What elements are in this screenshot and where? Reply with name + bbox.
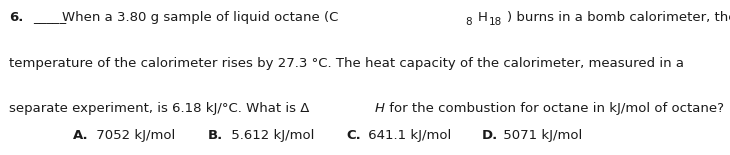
Text: for the combustion for octane in kJ/mol of octane?: for the combustion for octane in kJ/mol … [385, 102, 723, 115]
Text: 18: 18 [488, 17, 502, 27]
Text: 6.: 6. [9, 11, 23, 24]
Text: 5.612 kJ/mol: 5.612 kJ/mol [227, 129, 315, 142]
Text: separate experiment, is 6.18 kJ/°C. What is Δ: separate experiment, is 6.18 kJ/°C. What… [9, 102, 309, 115]
Text: 5071 kJ/mol: 5071 kJ/mol [499, 129, 583, 142]
Text: temperature of the calorimeter rises by 27.3 °C. The heat capacity of the calori: temperature of the calorimeter rises by … [9, 57, 684, 70]
Text: ) burns in a bomb calorimeter, the: ) burns in a bomb calorimeter, the [507, 11, 730, 24]
Text: C.: C. [347, 129, 361, 142]
Text: 8: 8 [466, 17, 472, 27]
Text: D.: D. [482, 129, 498, 142]
Text: 7052 kJ/mol: 7052 kJ/mol [92, 129, 175, 142]
Text: _____: _____ [33, 11, 66, 24]
Text: When a 3.80 g sample of liquid octane (C: When a 3.80 g sample of liquid octane (C [62, 11, 339, 24]
Text: A.: A. [73, 129, 88, 142]
Text: H: H [374, 102, 385, 115]
Text: H: H [477, 11, 488, 24]
Text: 641.1 kJ/mol: 641.1 kJ/mol [364, 129, 452, 142]
Text: B.: B. [208, 129, 223, 142]
